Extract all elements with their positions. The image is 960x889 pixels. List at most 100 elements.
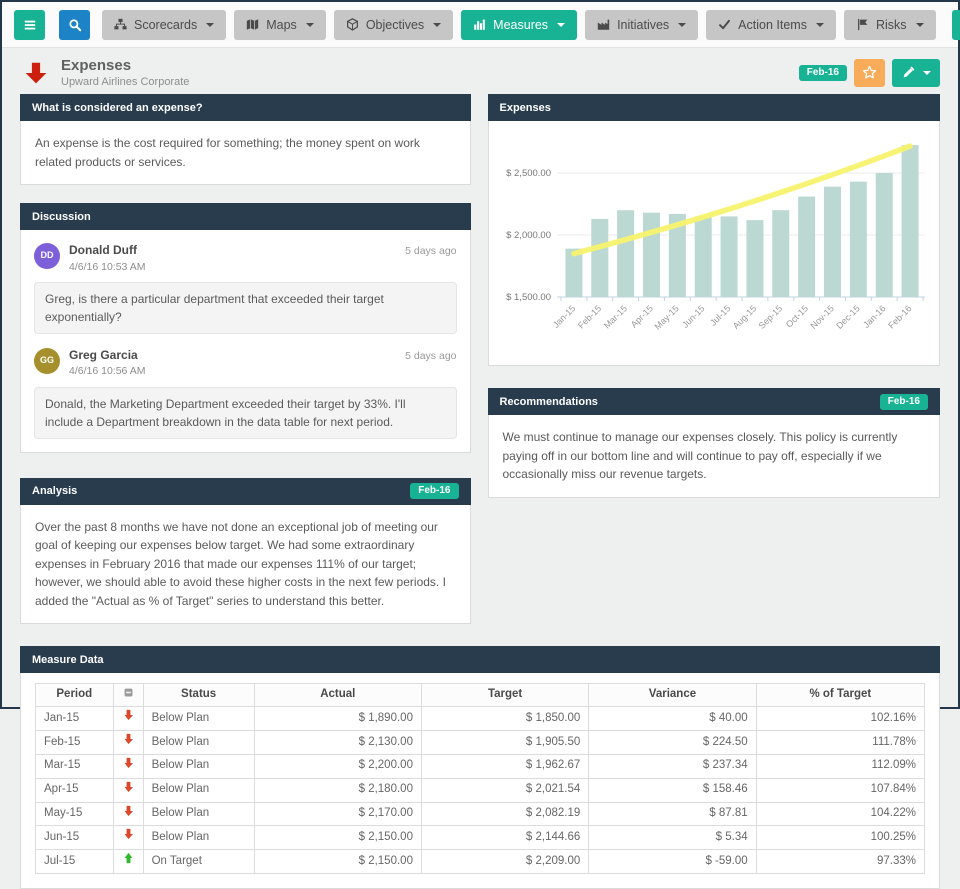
- status-cell: Below Plan: [142, 706, 255, 732]
- arrow-up-green: [123, 852, 134, 864]
- page-header: Expenses Upward Airlines Corporate Feb-1…: [2, 48, 958, 94]
- analysis-period-badge: Feb-16: [410, 483, 459, 499]
- bar-Feb-15: [590, 218, 608, 297]
- page-subtitle: Upward Airlines Corporate: [61, 76, 190, 88]
- chevron-down-icon: [922, 70, 931, 75]
- edit-button[interactable]: [892, 58, 940, 87]
- recommendations-panel-title: Recommendations: [499, 395, 598, 408]
- discussion-panel-title: Discussion: [32, 210, 91, 223]
- nav-button-risks[interactable]: Risks: [843, 9, 936, 40]
- pct-of-target-cell: 100.25%: [755, 825, 926, 851]
- bar-Jul-15: [720, 216, 738, 297]
- definition-panel: What is considered an expense? An expens…: [20, 94, 471, 186]
- x-axis-label: Mar-15: [601, 303, 628, 330]
- x-axis-label: Aug-15: [730, 303, 758, 331]
- star-icon: [862, 65, 877, 80]
- bar-Jun-15: [694, 216, 712, 297]
- y-axis-label: $ 2,500.00: [506, 168, 551, 179]
- arrow-down-red: [123, 709, 134, 721]
- status-arrow-cell: [112, 801, 144, 827]
- page-title: Expenses: [61, 57, 132, 74]
- nav-button-label: Scorecards: [134, 17, 198, 32]
- menu-button[interactable]: [14, 9, 45, 40]
- chevron-down-icon: [206, 22, 215, 27]
- comment: DD Donald Duff 4/6/16 10:53 AM 5 days ag…: [34, 243, 457, 334]
- top-navbar: Scorecards Maps Objectives Measures Initiati…: [2, 2, 960, 48]
- measure-data-panel: Measure Data Period Status Actual Target Var…: [20, 646, 940, 889]
- comment-datetime: 4/6/16 10:53 AM: [69, 260, 146, 273]
- nav-button-objectives[interactable]: Objectives: [333, 9, 454, 40]
- comment-avatar: GG: [34, 347, 60, 374]
- pct-of-target-cell: 104.22%: [755, 801, 926, 827]
- comment-text: Donald, the Marketing Department exceede…: [34, 386, 457, 439]
- pct-of-target-cell: 102.16%: [755, 706, 926, 732]
- search-icon: [68, 18, 82, 32]
- measure-table-row[interactable]: Jun-15 Below Plan $ 2,150.00 $ 2,144.66 …: [35, 825, 926, 851]
- measure-table-row[interactable]: May-15 Below Plan $ 2,170.00 $ 2,082.19 …: [35, 801, 926, 827]
- arrow-down-red: [123, 828, 134, 840]
- y-axis-label: $ 1,500.00: [506, 292, 551, 303]
- recommendations-panel-header: Recommendations Feb-16: [487, 388, 940, 415]
- bar-May-15: [668, 213, 686, 297]
- chevron-down-icon: [915, 22, 924, 27]
- variance-cell: $ 224.50: [588, 730, 757, 755]
- comment-text: Greg, is there a particular department t…: [34, 281, 457, 334]
- x-axis-label: Oct-15: [783, 303, 809, 329]
- measure-table-row[interactable]: Mar-15 Below Plan $ 2,200.00 $ 1,962.67 …: [35, 753, 926, 779]
- nav-button-maps[interactable]: Maps: [234, 9, 326, 40]
- measure-table-row[interactable]: Feb-15 Below Plan $ 2,130.00 $ 1,905.50 …: [35, 730, 926, 755]
- analysis-panel: Analysis Feb-16 Over the past 8 months w…: [20, 477, 471, 625]
- map-icon: [246, 18, 259, 31]
- arrow-down-red: [123, 757, 134, 769]
- status-arrow-cell: [112, 730, 144, 755]
- chevron-down-icon: [433, 22, 442, 27]
- cube-icon: [346, 18, 359, 31]
- column-header-variance: Variance: [588, 683, 757, 708]
- status-cell: Below Plan: [142, 825, 255, 851]
- definition-panel-body: An expense is the cost required for some…: [20, 121, 471, 186]
- x-axis-label: Feb-15: [575, 303, 602, 330]
- x-axis-label: Jan-15: [550, 303, 577, 330]
- search-button[interactable]: [59, 9, 90, 40]
- analysis-panel-header: Analysis Feb-16: [20, 477, 471, 505]
- chart-panel: Expenses $ 1,500.00 $ 2,000.00 $ 2,500.00 J…: [487, 94, 940, 366]
- nav-button-initiatives[interactable]: Initiatives: [585, 9, 699, 40]
- bar-Jan-16: [875, 173, 893, 297]
- column-header--of-target: % of Target: [755, 683, 926, 708]
- measure-table-row[interactable]: Jan-15 Below Plan $ 1,890.00 $ 1,850.00 …: [35, 706, 926, 732]
- nav-button-measures[interactable]: Measures: [461, 9, 578, 40]
- x-axis-label: Jun-15: [680, 303, 707, 330]
- status-arrow-cell: [112, 777, 144, 803]
- recommendations-panel-body: We must continue to manage our expenses …: [487, 415, 940, 498]
- period-cell: Feb-15: [35, 730, 114, 755]
- analysis-panel-title: Analysis: [32, 485, 78, 497]
- nav-button-scorecards[interactable]: Scorecards: [102, 9, 227, 40]
- x-axis-label: Apr-15: [628, 303, 654, 329]
- pct-of-target-cell: 111.78%: [755, 730, 926, 755]
- x-axis-label: Sep-15: [756, 303, 784, 331]
- comment-avatar: DD: [34, 243, 60, 270]
- sitemap-icon: [114, 18, 127, 31]
- target-cell: $ 2,021.54: [420, 777, 590, 803]
- y-axis-label: $ 2,000.00: [506, 230, 551, 241]
- bar-Jan-15: [564, 248, 582, 297]
- nav-button-action-items[interactable]: Action Items: [706, 9, 836, 40]
- x-axis-label: Jul-15: [708, 303, 732, 327]
- variance-cell: $ -59.00: [588, 849, 757, 874]
- bar-Mar-15: [616, 210, 634, 297]
- favorite-button[interactable]: [854, 58, 885, 87]
- nav-button-label: Objectives: [365, 17, 425, 32]
- measure-data-panel-title: Measure Data: [32, 653, 104, 666]
- variance-cell: $ 5.34: [588, 825, 757, 851]
- x-axis-label: Dec-15: [834, 303, 862, 331]
- status-arrow-cell: [112, 706, 144, 732]
- lock-button[interactable]: [951, 9, 960, 40]
- discussion-panel-header: Discussion: [20, 203, 471, 231]
- expenses-chart: $ 1,500.00 $ 2,000.00 $ 2,500.00 Jan-15 Feb-…: [487, 121, 940, 366]
- measure-table-row[interactable]: Apr-15 Below Plan $ 2,180.00 $ 2,021.54 …: [35, 777, 926, 803]
- recommendations-period-badge: Feb-16: [879, 393, 928, 410]
- recommendations-panel: Recommendations Feb-16 We must continue …: [487, 388, 940, 498]
- period-cell: Mar-15: [35, 753, 114, 779]
- actual-cell: $ 2,170.00: [253, 801, 422, 827]
- measure-table-row[interactable]: Jul-15 On Target $ 2,150.00 $ 2,209.00 $…: [35, 849, 926, 874]
